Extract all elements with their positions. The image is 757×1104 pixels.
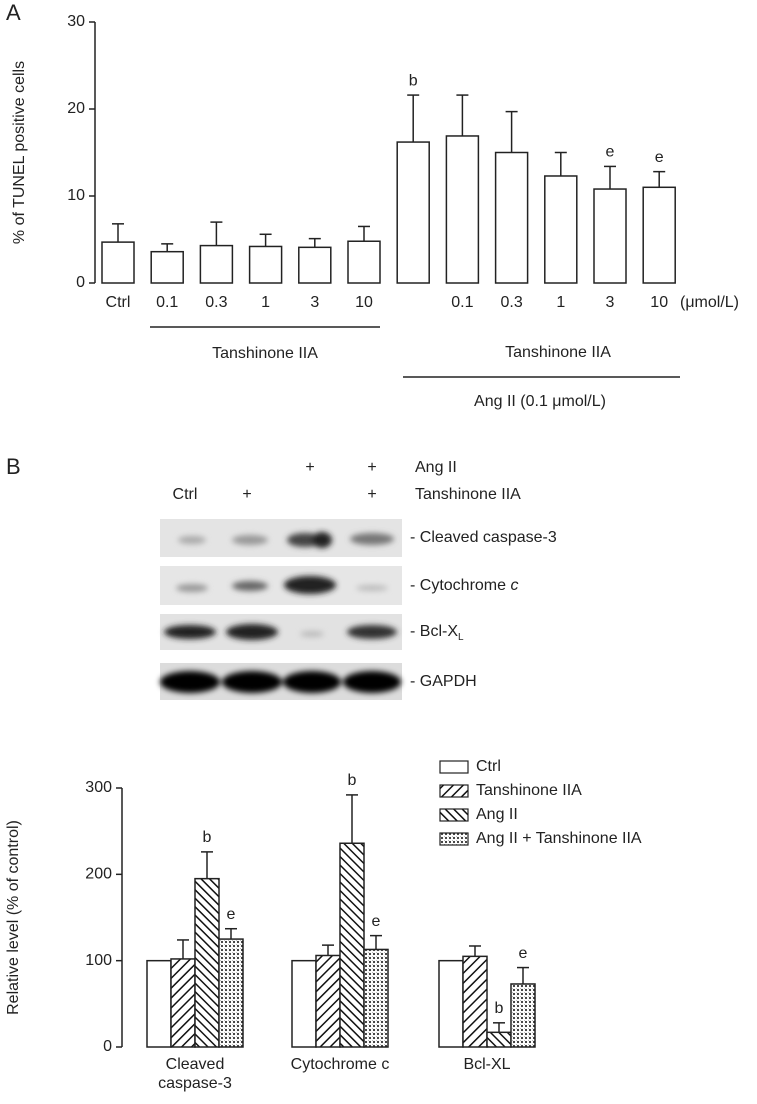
bar (218, 938, 244, 1048)
legend-label: Ang II + Tanshinone IIA (476, 830, 642, 847)
legend-label: Ang II (476, 806, 518, 823)
blot-row-label-part: - Bcl-X (410, 623, 458, 640)
bar (194, 877, 220, 1048)
bar (462, 955, 488, 1048)
bar (291, 959, 317, 1048)
bar (593, 188, 627, 284)
bar (396, 141, 430, 284)
blot-row-label-part: - GAPDH (410, 673, 477, 690)
y-tick-label: 30 (67, 13, 85, 30)
legend-swatch (439, 784, 469, 798)
blot-row-label-part: - Cytochrome (410, 577, 510, 594)
legend-label: Tanshinone IIA (476, 782, 582, 799)
legend-swatch (439, 808, 469, 822)
bar (339, 842, 365, 1048)
bar (510, 983, 536, 1048)
bar (146, 959, 172, 1048)
treatment-label: Tanshinone IIA (415, 486, 521, 503)
x-tick-label: Cleaved caspase-3 (158, 1056, 232, 1092)
legend-swatch (439, 832, 469, 846)
unit-label: (μmol/L) (680, 294, 739, 311)
bar (494, 151, 529, 284)
x-tick-label: 0.1 (156, 294, 178, 311)
x-tick-label: 10 (355, 294, 373, 311)
bar (486, 1031, 512, 1048)
significance-letter: b (409, 72, 418, 89)
y-tick-label: 200 (85, 866, 112, 883)
y-tick-label: 0 (103, 1038, 112, 1055)
legend-swatch (439, 760, 469, 774)
bar (101, 241, 135, 284)
bar (150, 250, 184, 284)
treatment-label: Ang II (415, 459, 457, 476)
blot-row-label-part: L (458, 632, 464, 643)
y-tick-label: 100 (85, 952, 112, 969)
y-tick-label: 10 (67, 187, 85, 204)
bar (544, 175, 578, 284)
bands (160, 532, 401, 693)
significance-letter: e (606, 144, 615, 161)
bar (315, 954, 341, 1048)
significance-letter: e (519, 945, 528, 962)
lane-mark: + (367, 459, 376, 476)
x-tick-label: 0.1 (451, 294, 473, 311)
x-tick-label: Cytochrome c (290, 1056, 390, 1073)
group-label: Tanshinone IIA (212, 345, 318, 362)
x-tick-label: 1 (261, 294, 270, 311)
blot-row-label-part: c (510, 577, 518, 594)
lane-mark: + (242, 486, 251, 503)
significance-letter: b (203, 829, 212, 846)
bar (347, 240, 381, 284)
blot-row-label: - Bcl-XL (410, 623, 464, 642)
x-tick-label: 1 (556, 294, 565, 311)
panel-label: A (6, 0, 21, 25)
significance-letter: b (348, 772, 357, 789)
bar (199, 244, 234, 284)
blot-row-label-part: - Cleaved caspase-3 (410, 529, 557, 546)
group-label: Tanshinone IIA (505, 344, 611, 361)
x-tick-label: 10 (650, 294, 668, 311)
group-label: Ang II (0.1 μmol/L) (474, 393, 606, 410)
significance-letter: e (372, 913, 381, 930)
bar (298, 246, 332, 284)
lane-mark: + (305, 459, 314, 476)
significance-letter: e (227, 906, 236, 923)
bar (248, 245, 283, 284)
significance-letter: b (495, 1000, 504, 1017)
bar (445, 135, 480, 284)
y-tick-label: 20 (67, 100, 85, 117)
x-tick-label: 0.3 (500, 294, 522, 311)
blot-row-label: - Cytochrome c (410, 577, 518, 594)
y-tick-label: 0 (76, 274, 85, 291)
y-axis-label: % of TUNEL positive cells (11, 61, 28, 244)
x-tick-label: Bcl-XL (463, 1056, 511, 1073)
blot-row-label: - Cleaved caspase-3 (410, 529, 557, 546)
x-tick-label: Ctrl (106, 294, 131, 311)
x-tick-label: 3 (606, 294, 615, 311)
legend-label: Ctrl (476, 758, 501, 775)
significance-letter: e (655, 149, 664, 166)
bar (170, 958, 196, 1048)
x-tick-label: 0.3 (205, 294, 227, 311)
bar (363, 948, 389, 1048)
panel-label: B (6, 454, 21, 479)
blot-row-label: - GAPDH (410, 673, 477, 690)
x-tick-label: 3 (310, 294, 319, 311)
y-axis-label: Relative level (% of control) (5, 820, 22, 1015)
bar (438, 959, 464, 1048)
lane-mark: + (367, 486, 376, 503)
bar (642, 186, 676, 284)
lane-mark: Ctrl (173, 486, 198, 503)
western-blot (160, 519, 402, 700)
y-tick-label: 300 (85, 779, 112, 796)
